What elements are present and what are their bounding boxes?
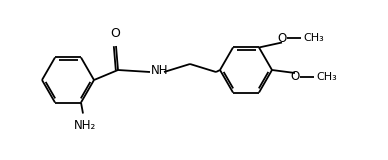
Text: NH₂: NH₂ — [74, 119, 96, 132]
Text: O: O — [277, 32, 287, 45]
Text: O: O — [290, 71, 300, 84]
Text: CH₃: CH₃ — [316, 72, 337, 82]
Text: O: O — [110, 27, 120, 40]
Text: CH₃: CH₃ — [303, 33, 324, 44]
Text: NH: NH — [151, 64, 168, 77]
